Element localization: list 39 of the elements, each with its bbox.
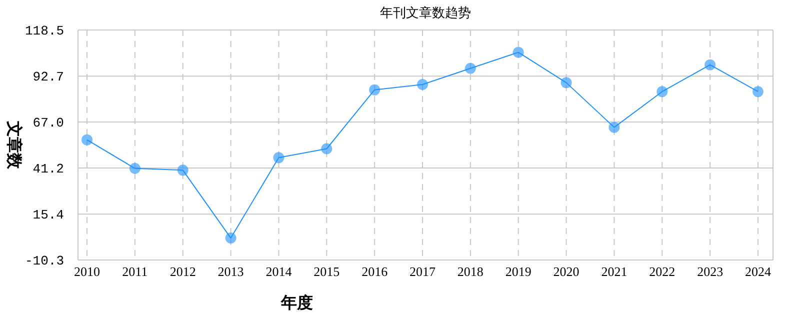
point (321, 143, 332, 154)
point (129, 162, 140, 174)
x-tick-label: 2010 (74, 264, 100, 279)
point (656, 86, 668, 98)
point (177, 164, 188, 176)
point (608, 122, 620, 133)
point (225, 232, 236, 244)
point (560, 77, 572, 88)
point (464, 62, 476, 74)
y-tick-label: -10.3 (24, 254, 64, 269)
point (512, 46, 524, 58)
x-tick-label: 2023 (697, 264, 724, 279)
x-tick-label: 2017 (410, 264, 436, 279)
y-tick-label: 92.7 (32, 70, 64, 85)
x-tick-label: 2018 (457, 264, 484, 279)
x-tick-label: 2013 (218, 264, 244, 279)
point (369, 84, 380, 96)
x-tick-label: 2021 (601, 264, 628, 279)
x-tick-label: 2011 (122, 264, 148, 279)
y-tick-label: 118.5 (24, 24, 64, 39)
chart-title: 年刊文章数趋势 (380, 5, 471, 20)
x-axis-title: 年度 (280, 293, 313, 312)
x-tick-label: 2015 (314, 264, 340, 279)
point (417, 78, 428, 90)
point (752, 86, 764, 98)
point (273, 152, 284, 164)
x-tick-label: 2012 (170, 264, 196, 279)
x-tick-label: 2016 (362, 264, 388, 279)
x-tick-label: 2022 (649, 264, 676, 279)
point (704, 59, 716, 70)
y-tick-label: 67.0 (32, 116, 64, 131)
y-tick-label: 41.2 (32, 162, 64, 177)
x-tick-label: 2019 (505, 264, 532, 279)
y-tick-label: 15.4 (32, 208, 64, 223)
x-tick-label: 2020 (553, 264, 580, 279)
x-tick-label: 2024 (745, 264, 772, 279)
x-tick-label: 2014 (266, 264, 292, 279)
y-axis-title: 文章数 (5, 120, 23, 170)
point (82, 134, 92, 146)
